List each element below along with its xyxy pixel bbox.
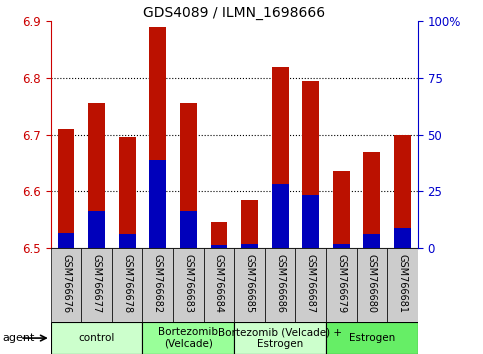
Text: GSM766676: GSM766676 — [61, 254, 71, 313]
Text: agent: agent — [2, 333, 35, 343]
Bar — [51, 248, 81, 322]
Bar — [180, 103, 197, 248]
Bar — [241, 200, 258, 248]
Bar — [51, 322, 142, 354]
Bar — [364, 234, 380, 248]
Text: GSM766687: GSM766687 — [306, 254, 316, 313]
Bar — [302, 81, 319, 248]
Text: GSM766679: GSM766679 — [336, 254, 346, 313]
Text: Bortezomib (Velcade) +
Estrogen: Bortezomib (Velcade) + Estrogen — [218, 327, 342, 349]
Bar — [211, 245, 227, 248]
Text: GSM766681: GSM766681 — [398, 254, 408, 313]
Text: GSM766680: GSM766680 — [367, 254, 377, 313]
Bar — [234, 248, 265, 322]
Text: GSM766686: GSM766686 — [275, 254, 285, 313]
Text: GSM766677: GSM766677 — [92, 254, 101, 313]
Bar — [326, 248, 356, 322]
Bar — [119, 137, 136, 248]
Bar — [211, 222, 227, 248]
Bar — [88, 211, 105, 248]
Bar — [180, 211, 197, 248]
Text: control: control — [78, 333, 115, 343]
Text: GSM766684: GSM766684 — [214, 254, 224, 313]
Bar — [204, 248, 234, 322]
Bar — [333, 244, 350, 248]
Bar — [119, 234, 136, 248]
Bar — [296, 248, 326, 322]
Bar — [356, 248, 387, 322]
Bar — [272, 67, 288, 248]
Title: GDS4089 / ILMN_1698666: GDS4089 / ILMN_1698666 — [143, 6, 326, 20]
Bar — [272, 184, 288, 248]
Bar — [142, 322, 234, 354]
Bar — [173, 248, 204, 322]
Text: Bortezomib
(Velcade): Bortezomib (Velcade) — [158, 327, 218, 349]
Bar — [149, 27, 166, 248]
Bar — [57, 129, 74, 248]
Bar — [333, 171, 350, 248]
Bar — [234, 322, 326, 354]
Bar — [112, 248, 142, 322]
Bar — [364, 152, 380, 248]
Text: GSM766682: GSM766682 — [153, 254, 163, 313]
Bar — [57, 233, 74, 248]
Bar — [88, 103, 105, 248]
Bar — [394, 228, 411, 248]
Bar — [302, 195, 319, 248]
Bar — [149, 160, 166, 248]
Bar — [394, 135, 411, 248]
Text: GSM766685: GSM766685 — [244, 254, 255, 313]
Bar — [81, 248, 112, 322]
Bar — [387, 248, 418, 322]
Text: GSM766683: GSM766683 — [184, 254, 193, 313]
Text: Estrogen: Estrogen — [349, 333, 395, 343]
Bar — [265, 248, 296, 322]
Bar — [142, 248, 173, 322]
Bar — [326, 322, 418, 354]
Bar — [241, 244, 258, 248]
Text: GSM766678: GSM766678 — [122, 254, 132, 313]
